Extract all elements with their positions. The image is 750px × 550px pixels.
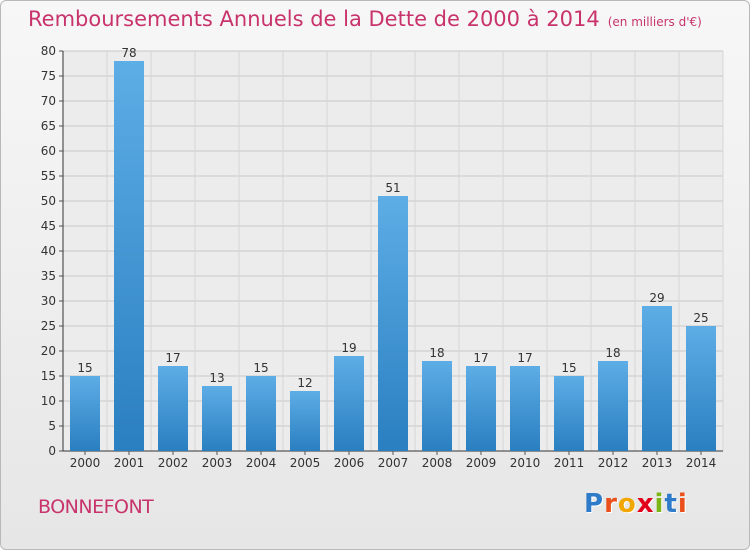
data-label: 12 [297, 376, 312, 390]
data-label: 15 [77, 361, 92, 375]
data-label: 15 [561, 361, 576, 375]
y-tick-label: 20 [41, 344, 56, 358]
bar-2001 [114, 61, 144, 451]
bar-2005 [290, 391, 320, 451]
y-tick-label: 25 [41, 319, 56, 333]
x-tick-label: 2005 [290, 456, 321, 470]
bar-2006 [334, 356, 364, 451]
logo-letter: i [677, 489, 688, 519]
y-tick-label: 75 [41, 69, 56, 83]
x-tick-label: 2008 [422, 456, 453, 470]
bar-2012 [598, 361, 628, 451]
x-tick-label: 2013 [642, 456, 673, 470]
y-tick-label: 55 [41, 169, 56, 183]
bar-2007 [378, 196, 408, 451]
y-tick-label: 35 [41, 269, 56, 283]
logo-letter: P [584, 489, 605, 519]
bar-2008 [422, 361, 452, 451]
data-label: 25 [693, 311, 708, 325]
logo-letter: r [604, 489, 618, 519]
chart-title-text: Remboursements Annuels de la Dette de 20… [28, 7, 600, 31]
x-tick-label: 2010 [510, 456, 541, 470]
bars [70, 61, 716, 451]
y-tick-label: 50 [41, 194, 56, 208]
bar-2003 [202, 386, 232, 451]
commune-name: BONNEFONT [38, 496, 154, 518]
y-tick-label: 30 [41, 294, 56, 308]
data-label: 17 [517, 351, 532, 365]
y-tick-label: 70 [41, 94, 56, 108]
y-tick-label: 45 [41, 219, 56, 233]
data-label: 15 [253, 361, 268, 375]
data-labels: 15 78 17 13 15 12 19 51 18 17 17 15 18 29 25 [77, 46, 708, 390]
data-label: 17 [473, 351, 488, 365]
x-tick-label: 2012 [598, 456, 629, 470]
data-label: 29 [649, 291, 664, 305]
data-label: 18 [429, 346, 444, 360]
x-tick-label: 2006 [334, 456, 365, 470]
y-tick-label: 65 [41, 119, 56, 133]
x-tick-label: 2001 [114, 456, 145, 470]
chart-title: Remboursements Annuels de la Dette de 20… [28, 7, 702, 31]
bar-2010 [510, 366, 540, 451]
logo-letter: i [654, 489, 665, 519]
y-tick-label: 60 [41, 144, 56, 158]
bar-2014 [686, 326, 716, 451]
logo-letter: t [664, 489, 678, 519]
data-label: 18 [605, 346, 620, 360]
logo-letter: o [617, 489, 637, 519]
y-tick-label: 0 [48, 444, 56, 458]
y-tick-label: 40 [41, 244, 56, 258]
x-tick-label: 2007 [378, 456, 409, 470]
x-tick-label: 2004 [246, 456, 277, 470]
logo-letter: x [636, 489, 655, 519]
y-tick-label: 15 [41, 369, 56, 383]
proxiti-logo: Proxiti [584, 489, 688, 519]
data-label: 13 [209, 371, 224, 385]
bar-2002 [158, 366, 188, 451]
data-label: 51 [385, 181, 400, 195]
bar-2009 [466, 366, 496, 451]
data-label: 19 [341, 341, 356, 355]
x-tick-label: 2014 [686, 456, 717, 470]
x-tick-label: 2000 [70, 456, 101, 470]
chart-unit: (en milliers d'€) [607, 15, 702, 29]
bar-2013 [642, 306, 672, 451]
x-tick-label: 2002 [158, 456, 189, 470]
data-label: 17 [165, 351, 180, 365]
bar-2000 [70, 376, 100, 451]
bar-2004 [246, 376, 276, 451]
y-tick-label: 5 [48, 419, 56, 433]
x-tick-label: 2009 [466, 456, 497, 470]
y-tick-label: 10 [41, 394, 56, 408]
x-tick-label: 2011 [554, 456, 585, 470]
data-label: 78 [121, 46, 136, 60]
y-tick-label: 80 [41, 44, 56, 58]
bar-2011 [554, 376, 584, 451]
x-tick-label: 2003 [202, 456, 233, 470]
